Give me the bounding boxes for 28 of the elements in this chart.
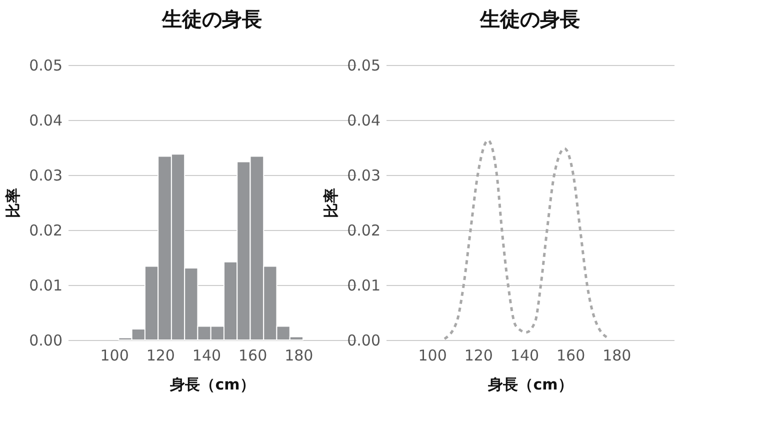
x-tick-label: 100 <box>418 346 447 364</box>
y-tick-label: 0.01 <box>347 276 380 294</box>
x-tick-label: 180 <box>602 346 632 364</box>
y-tick-label: 0.05 <box>29 56 62 74</box>
y-axis-title: 比率 <box>4 188 22 218</box>
y-tick-label: 0.05 <box>347 56 380 74</box>
x-tick-label: 180 <box>284 346 314 364</box>
y-tick-label: 0.03 <box>347 166 380 184</box>
x-tick-label: 100 <box>100 346 129 364</box>
x-tick-label: 160 <box>556 346 586 364</box>
y-axis-title: 比率 <box>322 188 340 218</box>
x-axis-title: 身長（cm） <box>169 376 255 394</box>
x-tick-label: 140 <box>510 346 540 364</box>
x-tick-label: 160 <box>238 346 268 364</box>
chart-title: 生徒の身長 <box>479 7 580 31</box>
y-tick-label: 0.04 <box>347 112 380 130</box>
y-tick-label: 0.04 <box>29 112 62 130</box>
x-tick-label: 140 <box>192 346 222 364</box>
x-tick-label: 120 <box>146 346 175 364</box>
x-tick-label: 120 <box>464 346 493 364</box>
chart-title: 生徒の身長 <box>161 7 262 31</box>
y-tick-label: 0.02 <box>29 222 62 240</box>
y-tick-label: 0.02 <box>347 222 380 240</box>
y-tick-label: 0.03 <box>29 166 62 184</box>
y-tick-label: 0.01 <box>29 276 62 294</box>
y-tick-label: 0.00 <box>29 332 62 350</box>
x-axis-title: 身長（cm） <box>487 376 573 394</box>
y-tick-label: 0.00 <box>347 332 380 350</box>
